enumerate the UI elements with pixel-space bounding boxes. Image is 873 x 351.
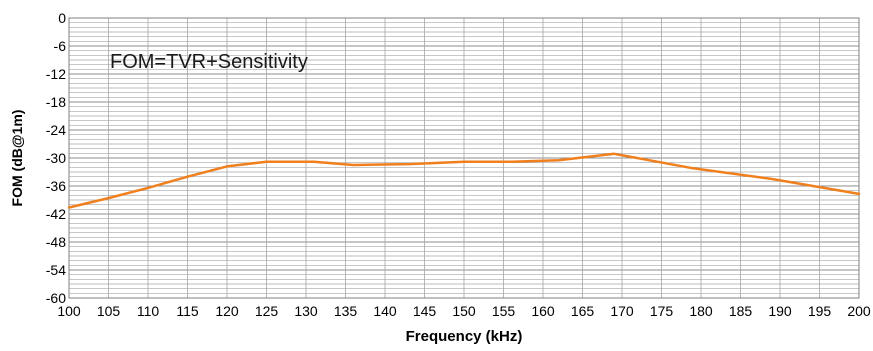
y-tick-label: -24 xyxy=(46,122,66,138)
x-tick-label: 170 xyxy=(610,303,634,319)
x-tick-label: 120 xyxy=(215,303,239,319)
x-tick-label: 175 xyxy=(650,303,674,319)
x-tick-label: 195 xyxy=(808,303,832,319)
chart-annotation: FOM=TVR+Sensitivity xyxy=(110,51,308,73)
x-tick-label: 125 xyxy=(255,303,279,319)
x-tick-label: 100 xyxy=(57,303,81,319)
y-axis-label: FOM (dB@1m) xyxy=(9,110,25,207)
grid xyxy=(68,17,860,299)
x-tick-label: 115 xyxy=(176,303,199,319)
x-tick-label: 165 xyxy=(571,303,595,319)
fom-series-line xyxy=(67,152,861,209)
x-tick-label: 105 xyxy=(97,303,121,319)
y-tick-label: -36 xyxy=(46,178,66,194)
x-tick-label: 135 xyxy=(334,303,358,319)
x-tick-label: 110 xyxy=(137,303,160,319)
x-tick-label: 145 xyxy=(413,303,437,319)
x-tick-label: 160 xyxy=(531,303,555,319)
y-tick-label: -48 xyxy=(46,234,66,250)
y-tick-label: -60 xyxy=(46,290,66,306)
y-tick-label: -54 xyxy=(46,262,66,278)
y-tick-label: -12 xyxy=(46,66,66,82)
x-tick-label: 180 xyxy=(689,303,713,319)
y-tick-label: -42 xyxy=(46,206,66,222)
y-tick-label: -6 xyxy=(54,38,67,54)
x-tick-label: 200 xyxy=(847,303,871,319)
x-tick-label: 130 xyxy=(294,303,318,319)
x-tick-label: 150 xyxy=(452,303,476,319)
x-axis-label: Frequency (kHz) xyxy=(406,328,523,345)
plot-border xyxy=(68,17,860,299)
y-tick-label: -18 xyxy=(46,94,66,110)
y-tick-label: -30 xyxy=(46,150,66,166)
x-tick-label: 185 xyxy=(729,303,753,319)
x-tick-label: 190 xyxy=(768,303,792,319)
series-layer xyxy=(67,152,861,209)
x-tick-label: 155 xyxy=(492,303,516,319)
x-tick-label: 140 xyxy=(373,303,397,319)
y-tick-label: 0 xyxy=(58,10,66,26)
